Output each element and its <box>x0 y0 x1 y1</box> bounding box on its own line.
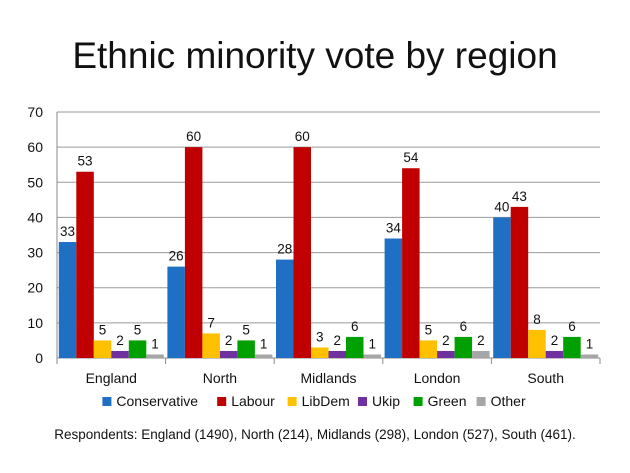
bar-libdem <box>93 340 112 358</box>
data-label: 8 <box>533 312 541 327</box>
bar-labour <box>184 147 203 358</box>
data-label: 1 <box>260 336 268 351</box>
x-tick-label: South <box>527 370 564 386</box>
y-tick-label: 60 <box>27 139 43 155</box>
bar-labour <box>76 171 94 358</box>
bar-ukip <box>328 350 346 358</box>
data-label: 5 <box>242 322 250 337</box>
bar-other <box>472 350 490 358</box>
data-label: 7 <box>207 315 215 330</box>
legend-swatch <box>413 397 423 406</box>
data-label: 60 <box>186 129 201 144</box>
data-label: 53 <box>78 154 93 169</box>
data-label: 33 <box>60 224 75 239</box>
data-label: 34 <box>386 221 402 236</box>
y-tick-label: 40 <box>27 209 43 225</box>
y-tick-label: 30 <box>27 245 43 261</box>
legend-label: Green <box>428 393 467 409</box>
bar-ukip <box>219 350 238 358</box>
y-tick-label: 0 <box>35 350 43 366</box>
bar-other <box>254 354 273 358</box>
data-label: 60 <box>295 129 310 144</box>
data-label: 5 <box>425 322 433 337</box>
bar-green <box>346 336 364 358</box>
bar-conservative <box>58 242 77 358</box>
data-label: 1 <box>586 336 594 351</box>
y-tick-label: 10 <box>27 315 43 331</box>
legend-swatch <box>476 397 486 406</box>
respondents-note: Respondents: England (1490), North (214)… <box>54 427 576 442</box>
slide-title: Ethnic minority vote by region <box>72 35 558 76</box>
data-label: 40 <box>494 199 509 214</box>
y-tick-label: 70 <box>27 104 43 120</box>
data-label: 43 <box>512 189 527 204</box>
legend-swatch <box>287 397 297 406</box>
bar-other <box>146 354 164 358</box>
data-label: 1 <box>151 336 159 351</box>
legend-label: Other <box>491 393 526 409</box>
bar-conservative <box>384 238 403 358</box>
legend-label: Conservative <box>116 393 198 409</box>
bar-ukip <box>111 350 129 358</box>
bar-labour <box>510 206 529 358</box>
legend-label: LibDem <box>302 393 350 409</box>
bar-conservative <box>493 217 511 358</box>
data-label: 26 <box>169 249 184 264</box>
data-label: 2 <box>225 333 233 348</box>
data-label: 5 <box>99 322 107 337</box>
bar-green <box>237 340 255 358</box>
bar-other <box>580 354 599 358</box>
x-tick-label: Midlands <box>300 370 356 386</box>
bar-ukip <box>545 350 564 358</box>
y-tick-label: 50 <box>27 174 43 190</box>
y-tick-label: 20 <box>27 280 43 296</box>
data-label: 2 <box>551 333 559 348</box>
bar-labour <box>402 168 420 358</box>
legend-swatch <box>217 397 227 406</box>
bar-green <box>563 336 581 358</box>
bar-green <box>454 336 473 358</box>
bar-other <box>363 354 381 358</box>
data-label: 6 <box>460 319 468 334</box>
x-tick-label: North <box>203 370 237 386</box>
bar-libdem <box>311 347 329 358</box>
bar-labour <box>293 147 311 358</box>
data-label: 6 <box>351 319 359 334</box>
data-label: 2 <box>116 333 124 348</box>
legend-label: Ukip <box>372 393 400 409</box>
legend-label: Labour <box>231 393 275 409</box>
x-tick-label: England <box>86 370 137 386</box>
data-label: 3 <box>316 329 324 344</box>
data-label: 1 <box>368 336 376 351</box>
bar-ukip <box>437 350 455 358</box>
data-label: 28 <box>277 242 292 257</box>
data-label: 2 <box>442 333 450 348</box>
bar-libdem <box>419 340 438 358</box>
data-label: 2 <box>477 333 485 348</box>
data-label: 5 <box>134 322 142 337</box>
data-label: 2 <box>333 333 341 348</box>
bar-libdem <box>528 329 546 358</box>
bar-green <box>128 340 147 358</box>
x-tick-label: London <box>414 370 461 386</box>
bar-libdem <box>202 333 220 358</box>
legend-swatch <box>102 397 112 406</box>
legend-swatch <box>358 397 367 406</box>
bar-conservative <box>276 259 294 358</box>
data-label: 54 <box>403 150 419 165</box>
data-label: 6 <box>568 319 576 334</box>
bar-conservative <box>167 266 185 358</box>
